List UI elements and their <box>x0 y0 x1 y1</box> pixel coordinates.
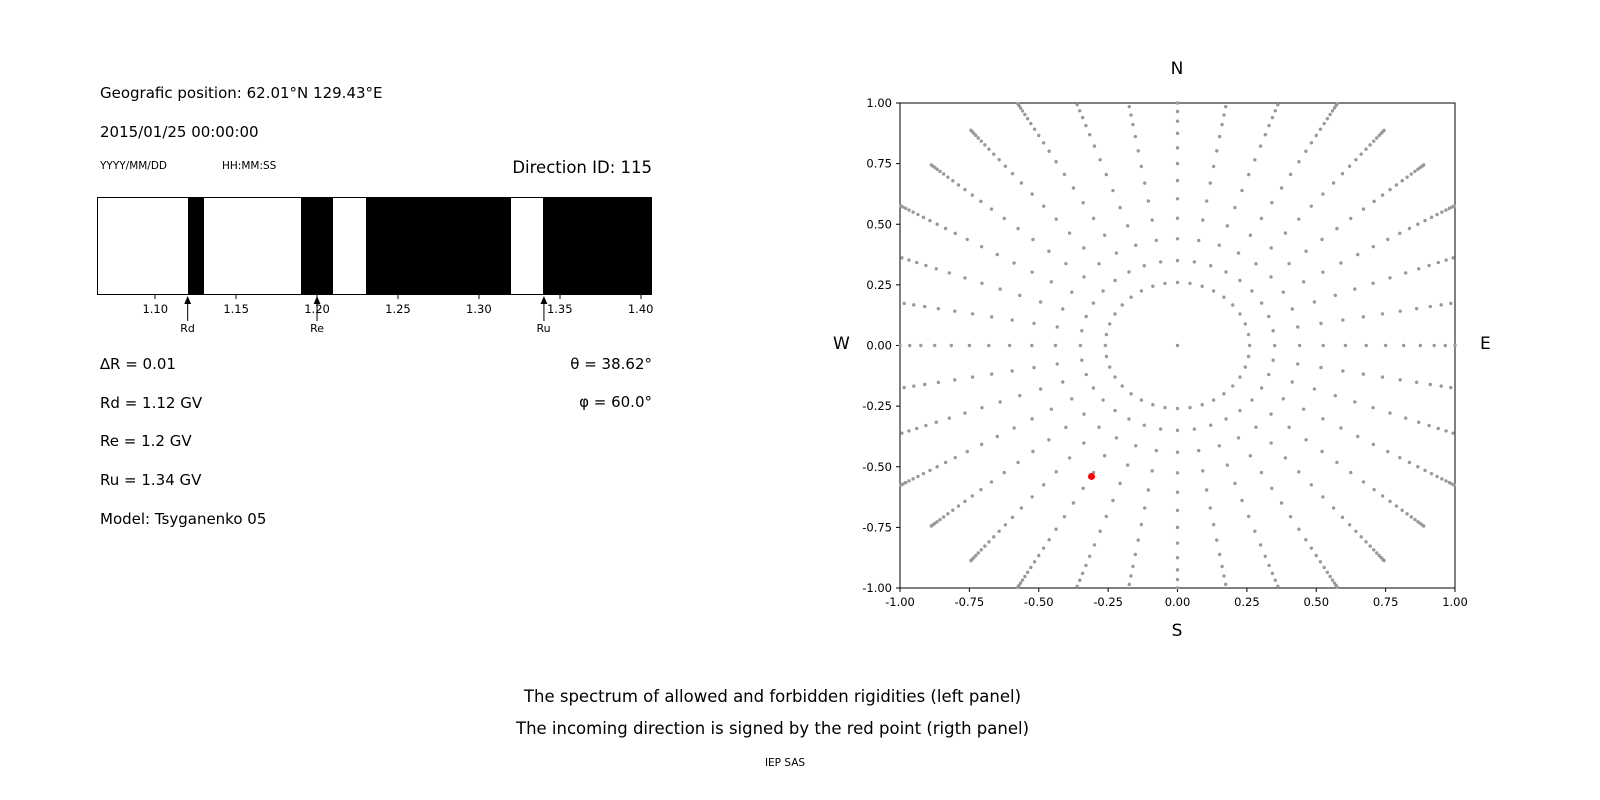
cutoff-marker-label: Rd <box>180 322 195 335</box>
svg-text:0.75: 0.75 <box>1373 595 1399 609</box>
svg-text:0.25: 0.25 <box>1234 595 1260 609</box>
svg-text:0.00: 0.00 <box>866 339 892 353</box>
spectrum-x-tick <box>559 295 561 299</box>
svg-text:-0.75: -0.75 <box>862 520 892 534</box>
allowed-rigidity-band <box>301 198 334 294</box>
svg-text:0.75: 0.75 <box>866 157 892 171</box>
cutoff-marker-label: Ru <box>536 322 551 335</box>
spectrum-x-tick-label: 1.25 <box>385 302 411 316</box>
ru-text: Ru = 1.34 GV <box>100 471 202 489</box>
cutoff-marker-label: Re <box>310 322 325 335</box>
svg-text:-1.00: -1.00 <box>885 595 915 609</box>
svg-text:-1.00: -1.00 <box>862 581 892 595</box>
caption-line2: The incoming direction is signed by the … <box>515 719 1030 738</box>
svg-text:0.00: 0.00 <box>1165 595 1191 609</box>
cutoff-marker-re: Re <box>310 296 324 335</box>
spectrum-cutoff-markers: Rd Re Ru <box>97 296 652 342</box>
compass-label-s: S <box>1171 621 1183 641</box>
spectrum-x-axis: 1.10 1.15 1.20 1.25 1.30 1.35 1.40 <box>97 295 654 319</box>
svg-text:-0.50: -0.50 <box>1024 595 1054 609</box>
spectrum-x-tick <box>235 295 237 299</box>
spectrum-x-tick-label: 1.30 <box>466 302 492 316</box>
cutoff-marker-ru: Ru <box>537 296 551 335</box>
svg-text:-0.75: -0.75 <box>954 595 984 609</box>
cutoff-marker-rd: Rd <box>180 296 195 335</box>
re-text: Re = 1.2 GV <box>100 432 192 450</box>
svg-text:0.50: 0.50 <box>866 217 892 231</box>
svg-text:-0.50: -0.50 <box>862 460 892 474</box>
time-format-label: HH:MM:SS <box>222 160 277 172</box>
asymptotic-direction-dots <box>898 101 1457 590</box>
spectrum-x-tick-label: 1.40 <box>627 302 654 316</box>
up-arrow-icon <box>184 296 192 321</box>
geo-position-text: Geografic position: 62.01°N 129.43°E <box>100 84 383 102</box>
compass-label-n: N <box>1170 59 1184 79</box>
spectrum-x-tick-label: 1.35 <box>546 302 573 316</box>
up-arrow-icon <box>313 296 321 321</box>
rd-text: Rd = 1.12 GV <box>100 394 203 412</box>
direction-id-text: Direction ID: 115 <box>512 158 652 177</box>
theta-text: θ = 38.62° <box>570 355 652 373</box>
up-arrow-icon <box>540 296 547 321</box>
spectrum-x-tick <box>397 295 399 299</box>
allowed-rigidity-band <box>365 198 511 294</box>
spectrum-x-tick <box>640 295 642 299</box>
model-text: Model: Tsyganenko 05 <box>100 510 267 528</box>
direction-scatter-plot: -1.00 -0.75 -0.50 -0.25 0.00 0.25 0.50 0.75 1.00… <box>862 96 1468 609</box>
allowed-rigidity-band <box>188 198 205 294</box>
svg-text:1.00: 1.00 <box>866 96 892 110</box>
svg-text:0.25: 0.25 <box>866 278 892 292</box>
svg-text:-0.25: -0.25 <box>862 399 892 413</box>
compass-label-e: E <box>1480 334 1491 354</box>
svg-text:-0.25: -0.25 <box>1093 595 1123 609</box>
date-format-label: YYYY/MM/DD <box>100 160 168 172</box>
datetime-text: 2015/01/25 00:00:00 <box>100 123 259 141</box>
svg-text:1.00: 1.00 <box>1442 595 1468 609</box>
phi-text: φ = 60.0° <box>579 393 652 411</box>
spectrum-x-tick-label: 1.15 <box>223 302 249 316</box>
caption-line1: The spectrum of allowed and forbidden ri… <box>523 687 1022 706</box>
spectrum-x-tick <box>154 295 156 299</box>
spectrum-x-tick-label: 1.10 <box>142 302 169 316</box>
credit-text: IEP SAS <box>764 757 806 769</box>
rigidity-spectrum-plot <box>97 197 652 295</box>
axis-ticks: -1.00 -0.75 -0.50 -0.25 0.00 0.25 0.50 0.75 1.00… <box>862 96 1468 609</box>
allowed-rigidity-band <box>542 198 651 294</box>
spectrum-x-tick <box>478 295 480 299</box>
delta-r-text: ∆R = 0.01 <box>100 355 176 373</box>
incoming-direction-red-point <box>1087 472 1095 480</box>
compass-label-w: W <box>833 334 850 354</box>
svg-text:0.50: 0.50 <box>1303 595 1329 609</box>
